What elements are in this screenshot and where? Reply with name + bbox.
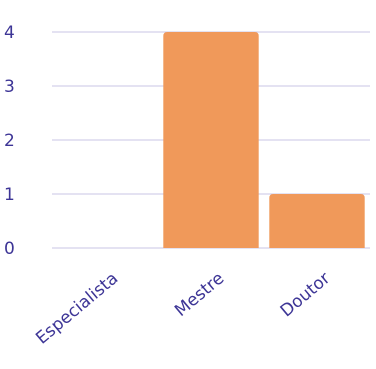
bar-mestre[interactable] xyxy=(163,32,259,248)
bar-doutor[interactable] xyxy=(269,194,365,248)
y-tick-label: 1 xyxy=(4,185,15,205)
bars xyxy=(163,32,365,248)
y-tick-label: 3 xyxy=(4,77,15,97)
x-axis-ticks: Especialista Mestre Doutor xyxy=(32,269,334,349)
y-tick-label: 0 xyxy=(4,239,15,259)
y-tick-label: 2 xyxy=(4,131,15,151)
y-axis-ticks: 0 1 2 3 4 xyxy=(4,23,15,259)
x-tick-label-doutor: Doutor xyxy=(277,269,335,322)
x-tick-label-especialista: Especialista xyxy=(32,269,122,349)
y-tick-label: 4 xyxy=(4,23,15,43)
x-tick-label-mestre: Mestre xyxy=(171,269,228,321)
